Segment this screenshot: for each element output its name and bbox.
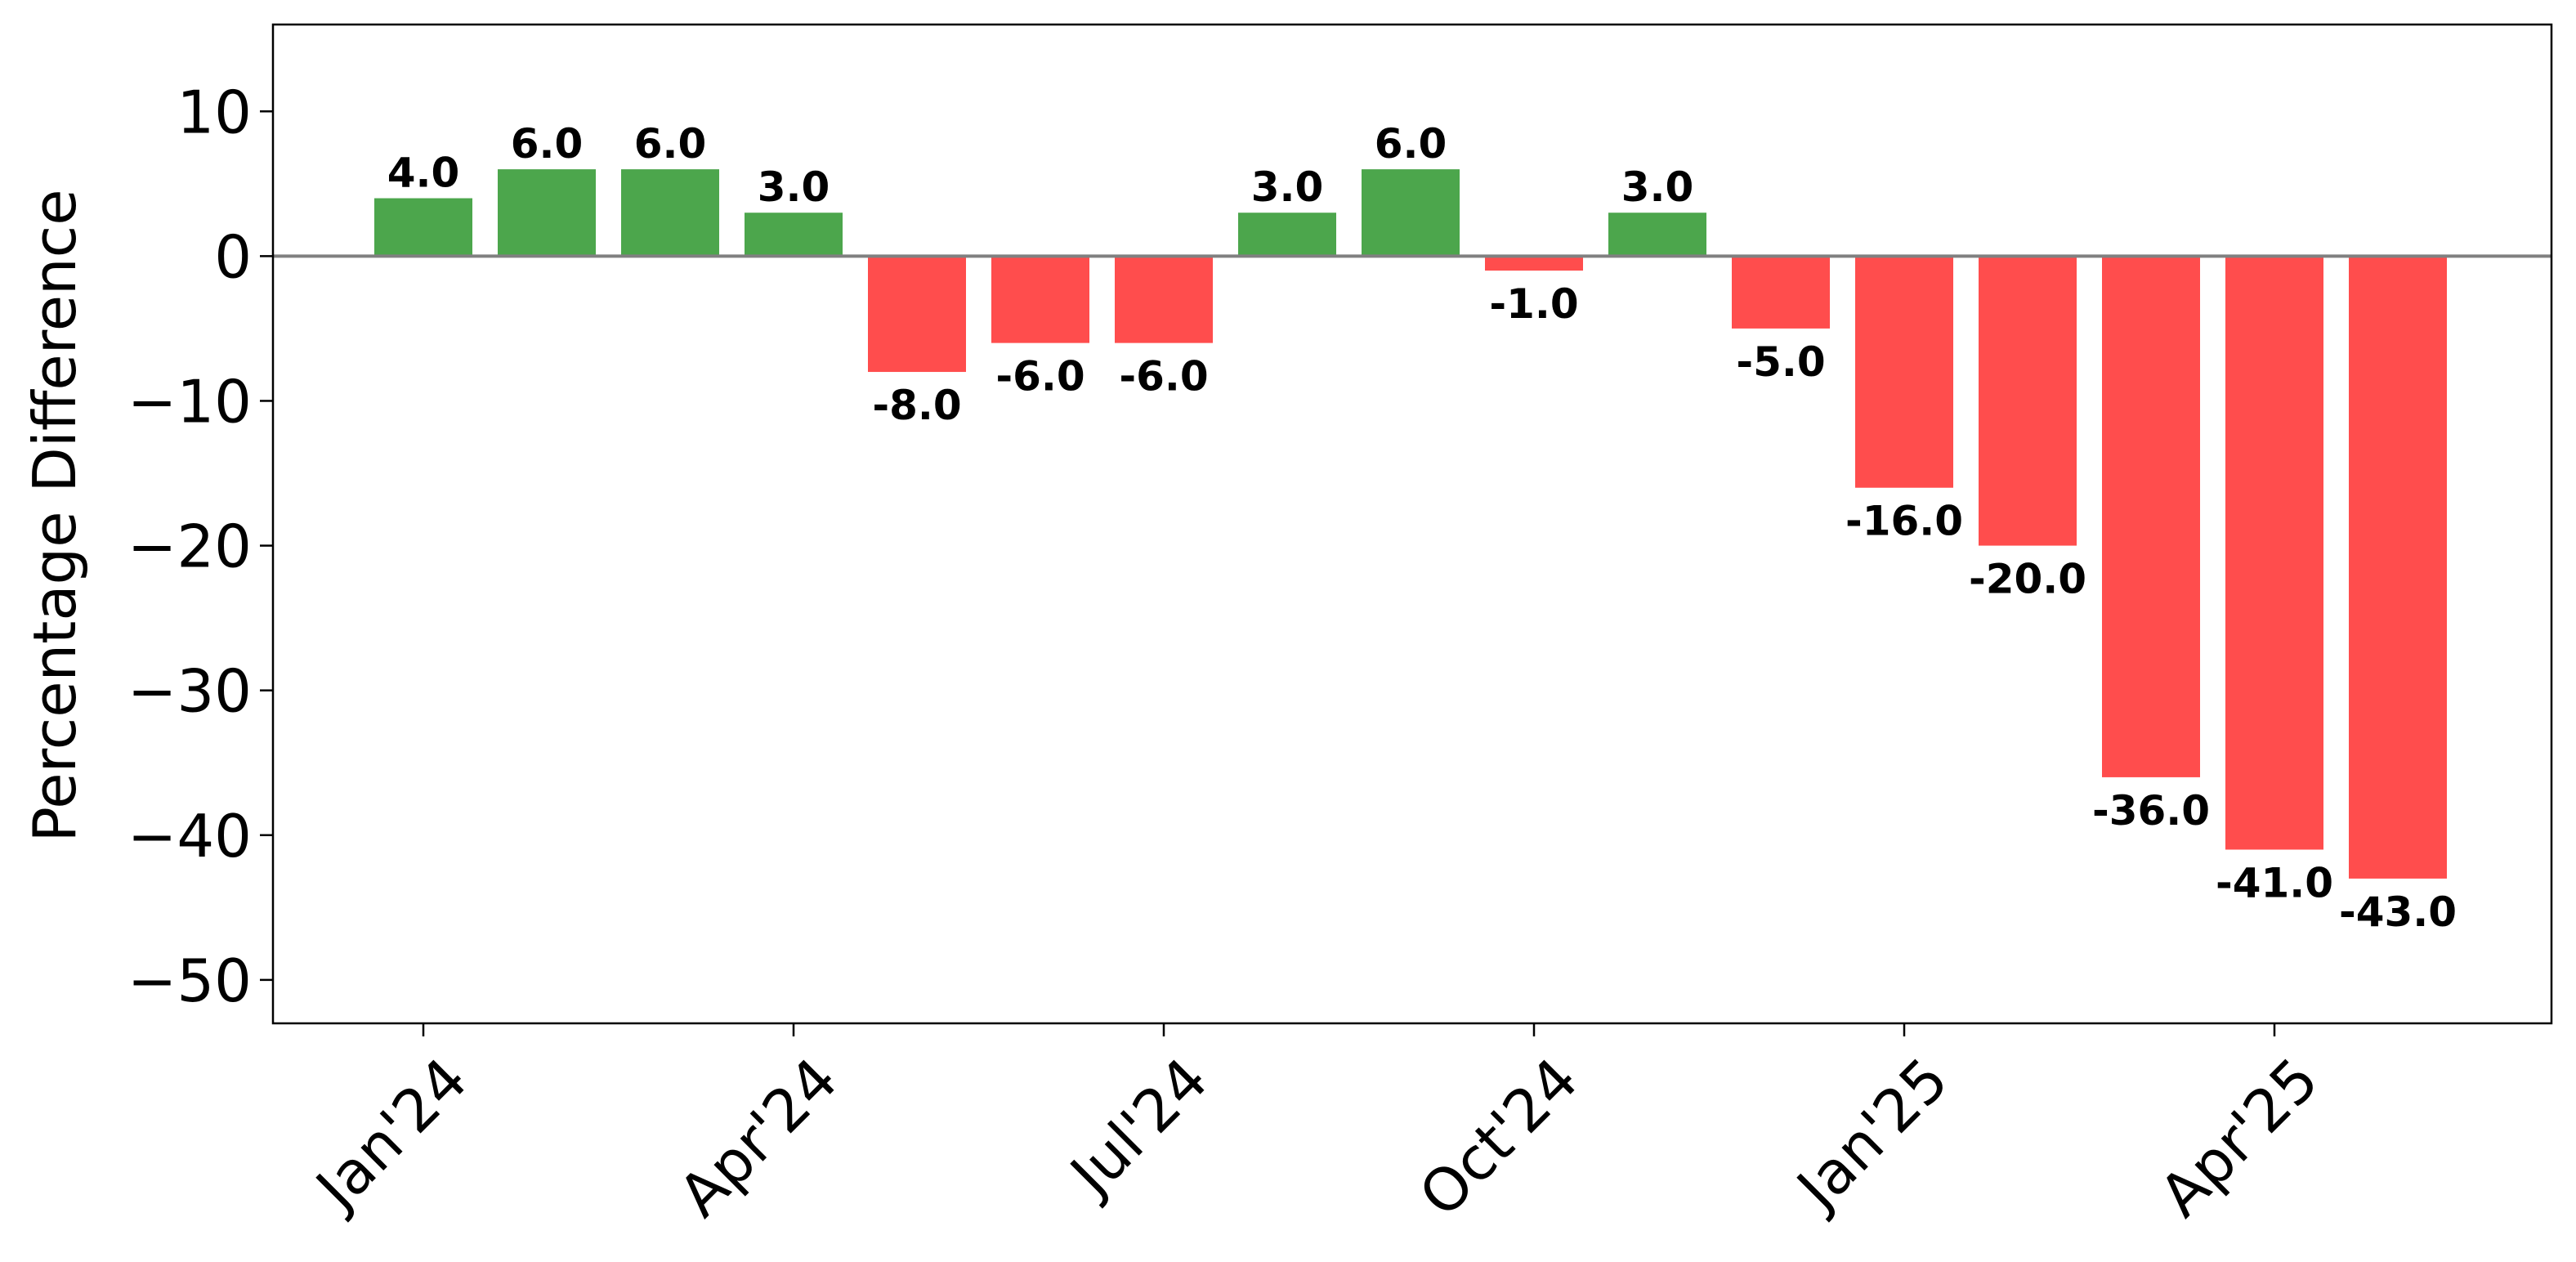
bar-value-label: 3.0 xyxy=(1251,163,1324,211)
bar xyxy=(868,256,966,373)
x-tick-label: Jul'24 xyxy=(1055,1045,1220,1210)
y-tick-label: −10 xyxy=(127,367,252,436)
bar xyxy=(1362,169,1460,257)
bar-value-label: -8.0 xyxy=(872,382,961,429)
bar-value-label: -20.0 xyxy=(1969,556,2086,603)
bar xyxy=(498,169,596,257)
bar xyxy=(1238,213,1336,257)
y-tick-label: −50 xyxy=(127,946,252,1015)
bar xyxy=(621,169,719,257)
bar xyxy=(374,198,472,257)
x-tick-label: Apr'24 xyxy=(665,1045,850,1229)
bar-value-label: 3.0 xyxy=(758,163,830,211)
y-axis: −50 −40 −30 −20 −10 0 10 xyxy=(127,78,273,1015)
bar xyxy=(1115,256,1213,343)
y-tick-label: −40 xyxy=(127,802,252,870)
plot-frame xyxy=(271,23,2553,1025)
bar xyxy=(1979,256,2077,546)
bar-value-label: -1.0 xyxy=(1489,280,1578,328)
bar-value-label: -6.0 xyxy=(1119,353,1208,401)
bar-value-label: -36.0 xyxy=(2092,787,2210,835)
bar xyxy=(1485,256,1583,271)
bar-value-label: -6.0 xyxy=(995,353,1085,401)
bar xyxy=(745,213,843,257)
bar-value-label: 6.0 xyxy=(1375,120,1447,168)
bar-value-label: -43.0 xyxy=(2339,888,2457,936)
bar-value-label: 3.0 xyxy=(1621,163,1694,211)
y-axis-label: Percentage Difference xyxy=(20,189,89,842)
bar-value-labels: 4.0 6.0 6.0 3.0 -8.0 -6.0 -6.0 3.0 6.0 -1.0 3.0 -5.… xyxy=(387,120,2457,936)
x-tick-label: Apr'25 xyxy=(2146,1045,2331,1229)
bar-value-label: -41.0 xyxy=(2216,859,2333,906)
bar xyxy=(2102,256,2200,777)
y-tick-label: 10 xyxy=(177,78,252,146)
bars-group xyxy=(374,169,2447,879)
bar xyxy=(2225,256,2323,850)
bar xyxy=(1608,213,1706,257)
y-tick-label: −30 xyxy=(127,657,252,726)
bar xyxy=(991,256,1089,343)
bar xyxy=(2349,256,2447,879)
bar xyxy=(1855,256,1953,488)
x-tick-label: Jan'24 xyxy=(301,1045,480,1224)
bar-value-label: 4.0 xyxy=(387,150,460,197)
x-tick-label: Jan'25 xyxy=(1782,1045,1961,1224)
x-tick-label: Oct'24 xyxy=(1406,1045,1590,1229)
y-tick-label: 0 xyxy=(214,222,252,291)
bar-value-label: -5.0 xyxy=(1736,338,1825,386)
bar-value-label: -16.0 xyxy=(1845,498,1963,545)
bar-value-label: 6.0 xyxy=(511,120,584,168)
bar xyxy=(1732,256,1830,329)
y-tick-label: −20 xyxy=(127,512,252,581)
bar-value-label: 6.0 xyxy=(634,120,707,168)
x-axis: Jan'24 Apr'24 Jul'24 Oct'24 Jan'25 Apr'25 xyxy=(301,1023,2332,1230)
